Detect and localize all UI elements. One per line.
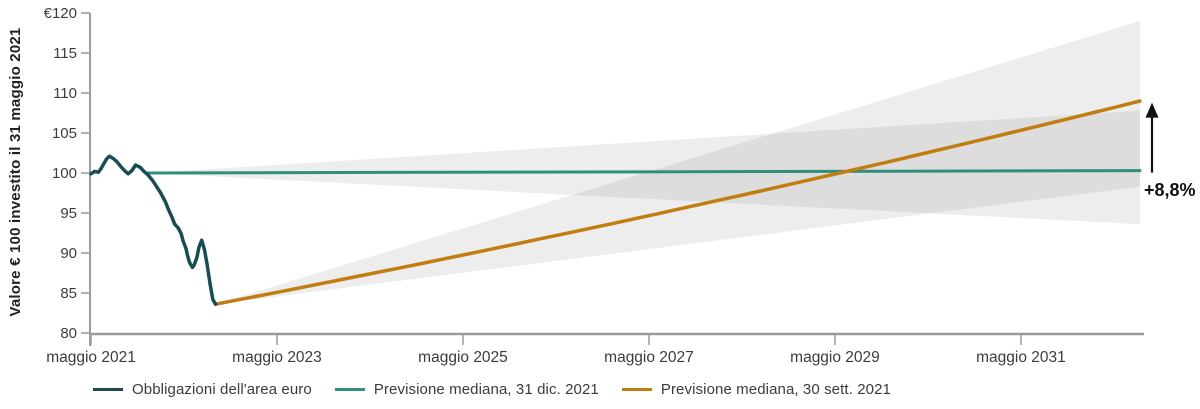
x-tick-label: maggio 2031 (976, 349, 1066, 366)
x-tick-label: maggio 2027 (604, 349, 694, 366)
legend-label: Obbligazioni dell'area euro (132, 381, 312, 398)
y-tick-label: 90 (60, 245, 77, 262)
chart-legend: Obbligazioni dell'area euro Previsione me… (93, 381, 914, 398)
y-tick-label: 115 (53, 45, 77, 62)
x-tick-label: maggio 2021 (46, 349, 136, 366)
legend-swatch-line-icon (334, 388, 365, 391)
legend-swatch-line-icon (93, 388, 123, 391)
x-tick-label: maggio 2025 (418, 349, 508, 366)
series-line-0 (89, 154, 218, 306)
legend-item: Previsione mediana, 30 sett. 2021 (621, 381, 891, 398)
legend-item: Previsione mediana, 31 dic. 2021 (334, 381, 599, 398)
annotation-arrow-head (1145, 102, 1159, 118)
y-tick-label: 105 (52, 125, 77, 142)
y-tick-label: 110 (53, 85, 77, 102)
legend-label: Previsione mediana, 31 dic. 2021 (373, 381, 599, 398)
return-difference-label: +8,8% (1144, 180, 1196, 200)
y-tick-label: €120 (44, 5, 77, 22)
fan-previsione-31-dic-2021 (147, 110, 1140, 225)
legend-label: Previsione mediana, 30 sett. 2021 (660, 381, 891, 398)
y-tick-label: 100 (52, 165, 77, 182)
x-tick-label: maggio 2023 (232, 349, 322, 366)
y-tick-label: 85 (60, 285, 77, 302)
legend-swatch-line-icon (621, 388, 652, 391)
fan-previsione-30-sett-2021 (215, 21, 1141, 305)
x-tick-label: maggio 2029 (790, 349, 880, 366)
series-line-1 (146, 169, 1142, 175)
series-line-2 (213, 99, 1142, 306)
y-tick-label: 80 (60, 325, 77, 342)
legend-item: Obbligazioni dell'area euro (93, 381, 312, 398)
y-tick-label: 95 (60, 205, 77, 222)
